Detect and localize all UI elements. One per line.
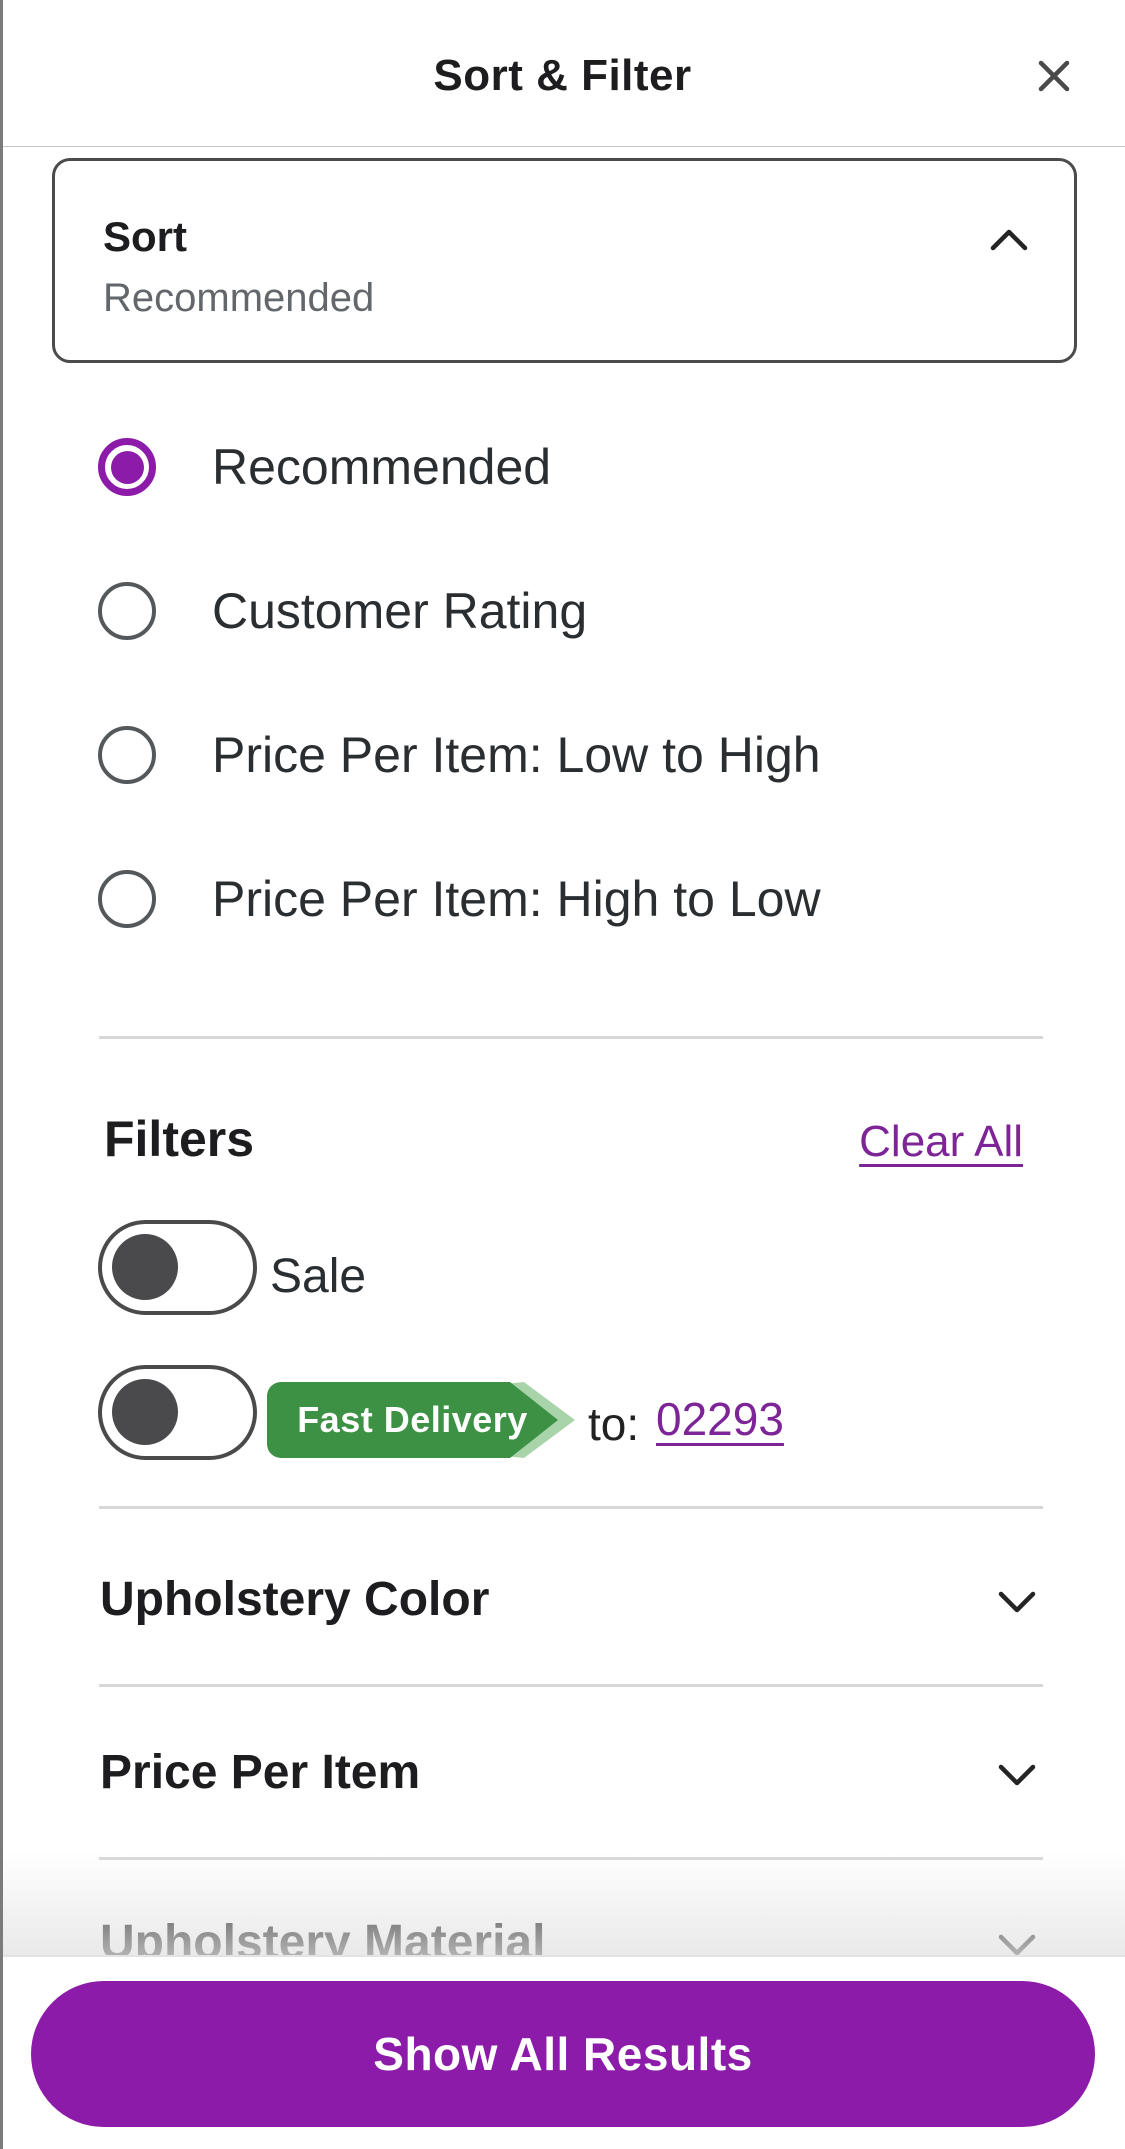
zip-code-link[interactable]: 02293: [656, 1393, 784, 1445]
section-price-per-item[interactable]: Price Per Item: [0, 1738, 1125, 1808]
section-label: Upholstery Color: [100, 1573, 490, 1626]
show-all-results-button[interactable]: Show All Results: [31, 1981, 1095, 2127]
divider: [99, 1684, 1043, 1687]
divider: [99, 1036, 1043, 1039]
section-label: Price Per Item: [100, 1746, 421, 1799]
sort-option-label: Recommended: [212, 439, 552, 495]
fast-delivery-toggle[interactable]: [98, 1365, 257, 1460]
toggle-knob: [112, 1234, 178, 1300]
sticky-footer: Show All Results: [0, 1955, 1125, 2149]
radio-unselected-icon: [98, 870, 156, 928]
close-icon: [1037, 59, 1071, 93]
sort-dropdown-label: Sort: [103, 213, 187, 260]
sort-option-label: Customer Rating: [212, 583, 588, 639]
radio-unselected-icon: [98, 726, 156, 784]
radio-selected-icon: [98, 438, 156, 496]
sort-option-price-low-high[interactable]: Price Per Item: Low to High: [98, 724, 1058, 786]
badge-body: [267, 1382, 510, 1458]
footer-fade-overlay: [0, 1852, 1125, 1955]
clear-all-link[interactable]: Clear All: [859, 1117, 1023, 1166]
chevron-up-icon: [988, 227, 1030, 253]
panel-edge-line: [0, 0, 3, 2149]
filters-heading: Filters: [104, 1111, 255, 1167]
sort-option-label: Price Per Item: High to Low: [212, 871, 821, 927]
page-title: Sort & Filter: [433, 51, 692, 100]
sort-option-label: Price Per Item: Low to High: [212, 727, 821, 783]
chevron-down-icon: [996, 1589, 1038, 1615]
sort-dropdown-value: Recommended: [103, 276, 375, 320]
divider: [99, 1506, 1043, 1509]
radio-unselected-icon: [98, 582, 156, 640]
fast-delivery-badge: Fast Delivery: [267, 1382, 597, 1458]
fast-delivery-badge-label: Fast Delivery: [297, 1399, 528, 1440]
modal-header: Sort & Filter: [0, 0, 1125, 146]
fast-delivery-to-label: to:: [588, 1398, 640, 1450]
sort-dropdown[interactable]: Sort Recommended: [52, 158, 1077, 363]
sale-toggle[interactable]: [98, 1220, 257, 1315]
close-button[interactable]: [1018, 40, 1090, 112]
sale-toggle-label: Sale: [270, 1250, 367, 1303]
toggle-knob: [112, 1379, 178, 1445]
sort-option-recommended[interactable]: Recommended: [98, 436, 1058, 498]
sort-option-customer-rating[interactable]: Customer Rating: [98, 580, 1058, 642]
section-upholstery-color[interactable]: Upholstery Color: [0, 1565, 1125, 1635]
sort-option-price-high-low[interactable]: Price Per Item: High to Low: [98, 868, 1058, 930]
chevron-down-icon: [996, 1762, 1038, 1788]
